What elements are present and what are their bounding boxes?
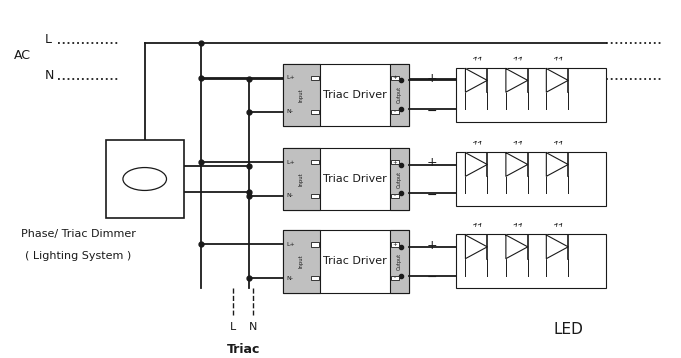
Polygon shape (465, 69, 488, 92)
Text: +: + (427, 238, 438, 252)
Bar (390, 230, 409, 293)
Polygon shape (546, 153, 568, 176)
Text: L: L (229, 322, 236, 332)
Bar (283, 64, 409, 126)
Bar (283, 148, 409, 211)
Bar (391, 160, 399, 164)
Bar (391, 276, 399, 280)
Text: Input: Input (299, 255, 304, 268)
Text: N-: N- (286, 109, 293, 114)
Text: -: - (394, 193, 396, 198)
Text: Input: Input (299, 172, 304, 186)
Text: Triac Driver: Triac Driver (323, 90, 387, 100)
Text: L+: L+ (286, 242, 295, 247)
Bar (391, 76, 399, 80)
Bar (391, 194, 399, 198)
Text: L: L (44, 33, 51, 46)
Polygon shape (465, 235, 488, 258)
Text: +: + (393, 160, 397, 165)
Text: Triac: Triac (226, 343, 260, 355)
Text: ( Lighting System ): ( Lighting System ) (25, 251, 131, 261)
Bar (390, 148, 409, 211)
Polygon shape (506, 69, 528, 92)
Bar (311, 242, 319, 247)
Polygon shape (506, 235, 528, 258)
Text: +: + (393, 242, 397, 247)
Bar (283, 148, 320, 211)
Polygon shape (546, 235, 568, 258)
Bar (311, 194, 319, 198)
Polygon shape (546, 69, 568, 92)
Bar (283, 64, 320, 126)
Text: Output: Output (396, 253, 402, 270)
Bar (311, 110, 319, 114)
Text: LED: LED (554, 322, 584, 337)
Text: Output: Output (396, 170, 402, 188)
Text: N-: N- (286, 276, 293, 281)
Bar (390, 64, 409, 126)
Polygon shape (506, 153, 528, 176)
Text: -: - (394, 109, 396, 114)
Bar (391, 242, 399, 247)
Bar (283, 230, 320, 293)
Polygon shape (465, 153, 488, 176)
Text: Triac Driver: Triac Driver (323, 174, 387, 184)
Bar (106, 140, 184, 218)
Text: Triac Driver: Triac Driver (323, 256, 387, 266)
Bar (311, 276, 319, 280)
Text: L+: L+ (286, 160, 295, 165)
Text: −: − (427, 105, 438, 118)
Bar (456, 234, 606, 288)
Text: +: + (393, 76, 397, 81)
Text: N: N (249, 322, 257, 332)
Bar (391, 110, 399, 114)
Bar (456, 68, 606, 122)
Text: −: − (427, 189, 438, 202)
Bar (283, 230, 409, 293)
Text: N-: N- (286, 193, 293, 198)
Text: -: - (394, 276, 396, 281)
Bar (311, 76, 319, 80)
Text: N: N (44, 69, 54, 82)
Text: +: + (427, 72, 438, 85)
Text: Phase/ Triac Dimmer: Phase/ Triac Dimmer (21, 229, 136, 240)
Bar (456, 152, 606, 206)
Bar (311, 160, 319, 164)
Text: −: − (427, 271, 438, 284)
Text: Output: Output (396, 86, 402, 103)
Text: AC: AC (14, 49, 31, 62)
Text: L+: L+ (286, 76, 295, 81)
Text: +: + (427, 156, 438, 169)
Text: Input: Input (299, 88, 304, 102)
